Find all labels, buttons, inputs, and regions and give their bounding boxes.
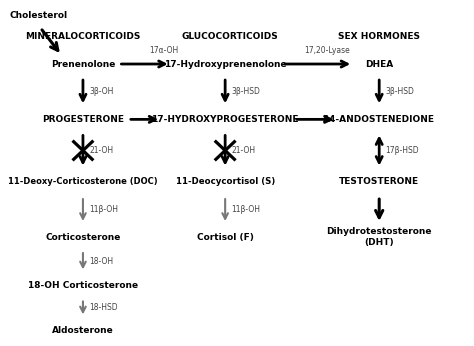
Text: 3β-OH: 3β-OH: [89, 87, 113, 96]
Text: 17-Hydroxyprenenolone: 17-Hydroxyprenenolone: [164, 60, 286, 69]
Text: 17β-HSD: 17β-HSD: [385, 146, 419, 155]
Text: 3β-HSD: 3β-HSD: [385, 87, 414, 96]
Text: 11β-OH: 11β-OH: [89, 205, 118, 214]
Text: MINERALOCORTICOIDS: MINERALOCORTICOIDS: [25, 32, 141, 41]
Text: Aldosterone: Aldosterone: [52, 326, 114, 335]
Text: Dihydrotestosterone
(DHT): Dihydrotestosterone (DHT): [327, 227, 432, 247]
Text: Prenenolone: Prenenolone: [51, 60, 115, 69]
Text: 18-OH Corticosterone: 18-OH Corticosterone: [28, 281, 138, 290]
Text: Corticosterone: Corticosterone: [45, 233, 121, 242]
Text: DHEA: DHEA: [365, 60, 393, 69]
Text: 18-HSD: 18-HSD: [89, 303, 118, 312]
Text: 11-Deocycortisol (S): 11-Deocycortisol (S): [175, 177, 275, 186]
Text: Cholesterol: Cholesterol: [9, 11, 68, 20]
Text: TESTOSTERONE: TESTOSTERONE: [339, 177, 419, 186]
Text: GLUCOCORTICOIDS: GLUCOCORTICOIDS: [182, 32, 278, 41]
Text: 3β-HSD: 3β-HSD: [231, 87, 260, 96]
Text: PROGESTERONE: PROGESTERONE: [42, 115, 124, 124]
Text: 18-OH: 18-OH: [89, 257, 113, 266]
Text: 17α-OH: 17α-OH: [149, 46, 179, 55]
Text: 11-Deoxy-Corticosterone (DOC): 11-Deoxy-Corticosterone (DOC): [8, 177, 158, 186]
Text: 17-HYDROXYPROGESTERONE: 17-HYDROXYPROGESTERONE: [151, 115, 299, 124]
Text: 11β-OH: 11β-OH: [231, 205, 260, 214]
Text: 21-OH: 21-OH: [89, 146, 113, 155]
Text: 21-OH: 21-OH: [231, 146, 255, 155]
Text: Cortisol (F): Cortisol (F): [197, 233, 254, 242]
Text: Δ4-ANDOSTENEDIONE: Δ4-ANDOSTENEDIONE: [323, 115, 435, 124]
Text: SEX HORMONES: SEX HORMONES: [338, 32, 420, 41]
Text: 17,20-Lyase: 17,20-Lyase: [304, 46, 350, 55]
